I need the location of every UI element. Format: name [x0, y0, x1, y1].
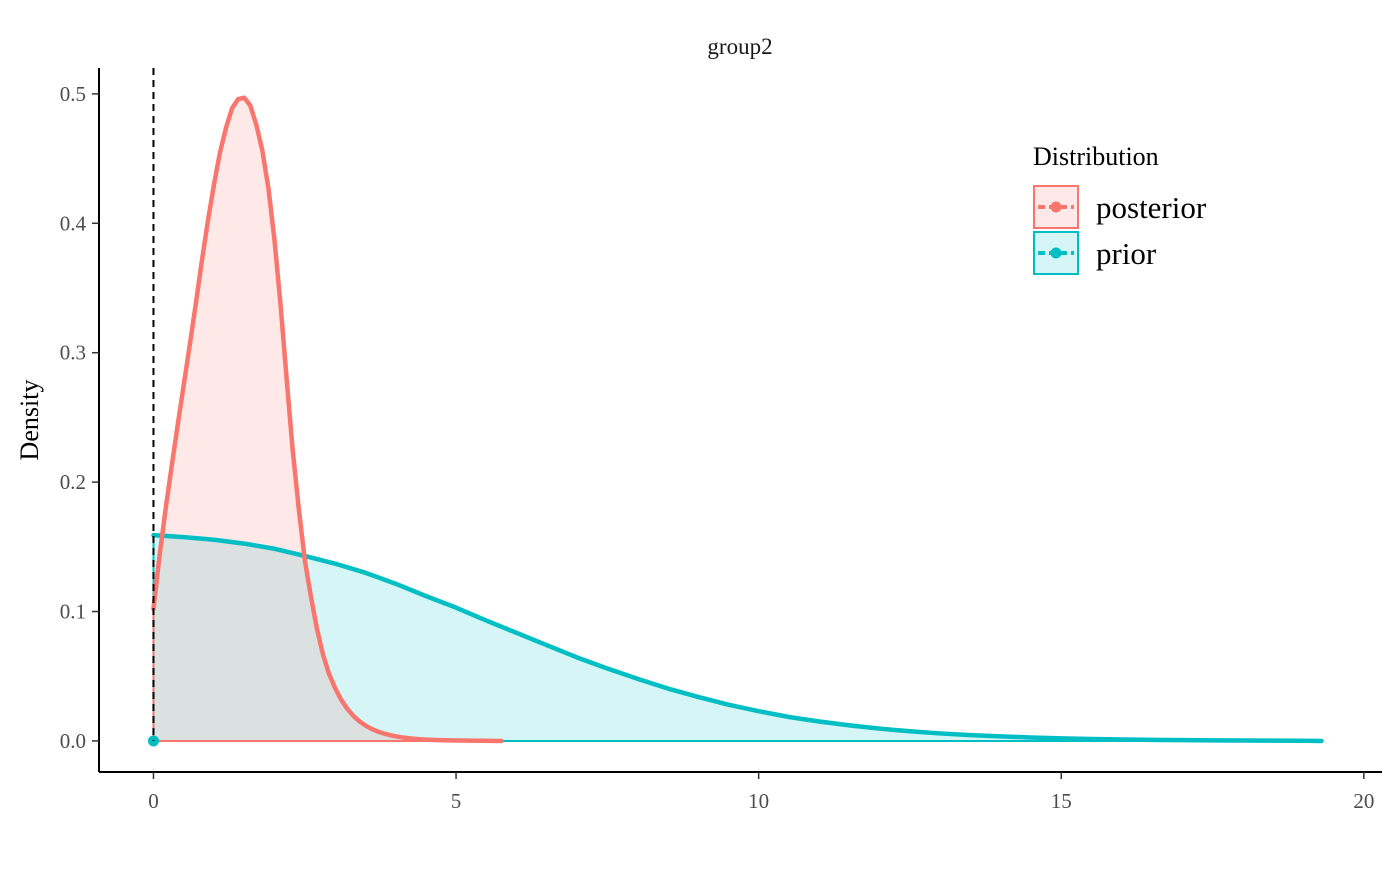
tick-layer: 0 5 10 15 20 0.0 0.1 0.2 0.3 0.4 0.5 — [60, 82, 1375, 813]
legend-item-prior: prior — [1033, 231, 1157, 275]
y-tick-label: 0.4 — [60, 211, 87, 235]
y-tick-label: 0.3 — [60, 341, 86, 365]
area-posterior — [153, 97, 502, 741]
legend-key-point-prior — [1050, 247, 1062, 259]
axes-layer — [98, 68, 1382, 773]
line-posterior — [151, 95, 504, 744]
x-tick-label: 0 — [148, 789, 159, 813]
y-tick-label: 0.1 — [60, 600, 86, 624]
line-prior — [151, 532, 1324, 744]
legend-label-prior: prior — [1096, 236, 1157, 271]
legend-title: Distribution — [1033, 142, 1159, 171]
panel-title: group2 — [707, 34, 772, 59]
area-layer — [153, 97, 1322, 741]
x-tick-label: 10 — [748, 789, 769, 813]
y-tick-label: 0.0 — [60, 729, 86, 753]
x-tick-label: 15 — [1051, 789, 1072, 813]
legend: Distribution posterior prior — [1033, 142, 1207, 275]
y-tick-label: 0.5 — [60, 82, 86, 106]
y-axis-title: Density — [15, 380, 44, 461]
legend-item-posterior: posterior — [1033, 185, 1207, 229]
x-tick-label: 20 — [1353, 789, 1374, 813]
legend-key-point-posterior — [1050, 201, 1062, 213]
x-tick-label: 5 — [451, 789, 462, 813]
legend-label-posterior: posterior — [1096, 190, 1207, 225]
area-prior — [153, 535, 1322, 741]
y-tick-label: 0.2 — [60, 470, 86, 494]
